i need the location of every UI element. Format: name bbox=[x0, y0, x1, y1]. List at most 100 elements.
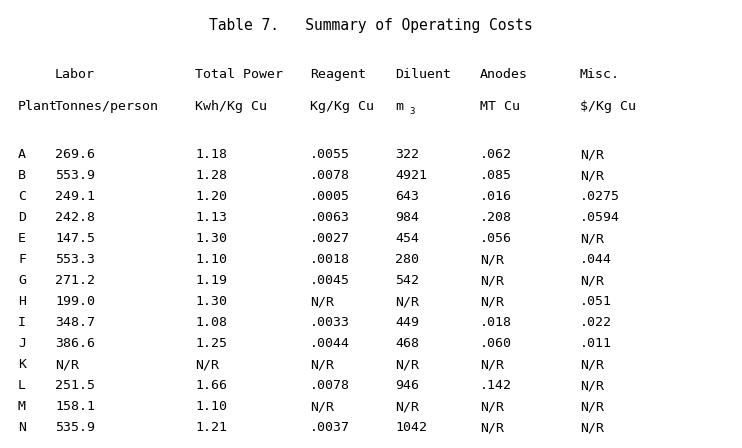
Text: Anodes: Anodes bbox=[480, 68, 528, 81]
Text: N/R: N/R bbox=[310, 358, 334, 371]
Text: E: E bbox=[18, 232, 26, 245]
Text: 1.18: 1.18 bbox=[195, 148, 227, 161]
Text: D: D bbox=[18, 211, 26, 224]
Text: 1.20: 1.20 bbox=[195, 190, 227, 203]
Text: 1.30: 1.30 bbox=[195, 295, 227, 308]
Text: 3: 3 bbox=[409, 107, 414, 116]
Text: N/R: N/R bbox=[580, 169, 604, 182]
Text: Diluent: Diluent bbox=[395, 68, 451, 81]
Text: N/R: N/R bbox=[580, 379, 604, 392]
Text: Tonnes/person: Tonnes/person bbox=[55, 100, 159, 113]
Text: .018: .018 bbox=[480, 316, 512, 329]
Text: 643: 643 bbox=[395, 190, 419, 203]
Text: m: m bbox=[395, 100, 403, 113]
Text: N/R: N/R bbox=[580, 421, 604, 434]
Text: N/R: N/R bbox=[480, 274, 504, 287]
Text: 1.30: 1.30 bbox=[195, 232, 227, 245]
Text: N/R: N/R bbox=[480, 253, 504, 266]
Text: 269.6: 269.6 bbox=[55, 148, 95, 161]
Text: .0044: .0044 bbox=[310, 337, 350, 350]
Text: M: M bbox=[18, 400, 26, 413]
Text: .0027: .0027 bbox=[310, 232, 350, 245]
Text: 535.9: 535.9 bbox=[55, 421, 95, 434]
Text: N/R: N/R bbox=[580, 148, 604, 161]
Text: .056: .056 bbox=[480, 232, 512, 245]
Text: .016: .016 bbox=[480, 190, 512, 203]
Text: 1.13: 1.13 bbox=[195, 211, 227, 224]
Text: .0078: .0078 bbox=[310, 379, 350, 392]
Text: Reagent: Reagent bbox=[310, 68, 366, 81]
Text: B: B bbox=[18, 169, 26, 182]
Text: N/R: N/R bbox=[580, 400, 604, 413]
Text: .0045: .0045 bbox=[310, 274, 350, 287]
Text: .051: .051 bbox=[580, 295, 612, 308]
Text: .142: .142 bbox=[480, 379, 512, 392]
Text: 1.10: 1.10 bbox=[195, 400, 227, 413]
Text: I: I bbox=[18, 316, 26, 329]
Text: 1.25: 1.25 bbox=[195, 337, 227, 350]
Text: MT Cu: MT Cu bbox=[480, 100, 520, 113]
Text: 454: 454 bbox=[395, 232, 419, 245]
Text: 553.9: 553.9 bbox=[55, 169, 95, 182]
Text: 1.66: 1.66 bbox=[195, 379, 227, 392]
Text: N/R: N/R bbox=[310, 400, 334, 413]
Text: .022: .022 bbox=[580, 316, 612, 329]
Text: 1.21: 1.21 bbox=[195, 421, 227, 434]
Text: .0078: .0078 bbox=[310, 169, 350, 182]
Text: H: H bbox=[18, 295, 26, 308]
Text: N/R: N/R bbox=[480, 358, 504, 371]
Text: Kg/Kg Cu: Kg/Kg Cu bbox=[310, 100, 374, 113]
Text: N/R: N/R bbox=[395, 295, 419, 308]
Text: N/R: N/R bbox=[480, 421, 504, 434]
Text: A: A bbox=[18, 148, 26, 161]
Text: 468: 468 bbox=[395, 337, 419, 350]
Text: .208: .208 bbox=[480, 211, 512, 224]
Text: L: L bbox=[18, 379, 26, 392]
Text: N/R: N/R bbox=[55, 358, 79, 371]
Text: 1.08: 1.08 bbox=[195, 316, 227, 329]
Text: .0055: .0055 bbox=[310, 148, 350, 161]
Text: Total Power: Total Power bbox=[195, 68, 283, 81]
Text: Plant: Plant bbox=[18, 100, 58, 113]
Text: N/R: N/R bbox=[580, 358, 604, 371]
Text: .060: .060 bbox=[480, 337, 512, 350]
Text: 322: 322 bbox=[395, 148, 419, 161]
Text: 449: 449 bbox=[395, 316, 419, 329]
Text: 147.5: 147.5 bbox=[55, 232, 95, 245]
Text: .0018: .0018 bbox=[310, 253, 350, 266]
Text: .0005: .0005 bbox=[310, 190, 350, 203]
Text: 946: 946 bbox=[395, 379, 419, 392]
Text: 199.0: 199.0 bbox=[55, 295, 95, 308]
Text: .062: .062 bbox=[480, 148, 512, 161]
Text: 1042: 1042 bbox=[395, 421, 427, 434]
Text: Labor: Labor bbox=[55, 68, 95, 81]
Text: 386.6: 386.6 bbox=[55, 337, 95, 350]
Text: N: N bbox=[18, 421, 26, 434]
Text: 249.1: 249.1 bbox=[55, 190, 95, 203]
Text: .0063: .0063 bbox=[310, 211, 350, 224]
Text: .0033: .0033 bbox=[310, 316, 350, 329]
Text: 242.8: 242.8 bbox=[55, 211, 95, 224]
Text: F: F bbox=[18, 253, 26, 266]
Text: Kwh/Kg Cu: Kwh/Kg Cu bbox=[195, 100, 267, 113]
Text: $/Kg Cu: $/Kg Cu bbox=[580, 100, 636, 113]
Text: .0275: .0275 bbox=[580, 190, 620, 203]
Text: N/R: N/R bbox=[395, 358, 419, 371]
Text: 1.19: 1.19 bbox=[195, 274, 227, 287]
Text: .011: .011 bbox=[580, 337, 612, 350]
Text: K: K bbox=[18, 358, 26, 371]
Text: Misc.: Misc. bbox=[580, 68, 620, 81]
Text: 1.28: 1.28 bbox=[195, 169, 227, 182]
Text: 1.10: 1.10 bbox=[195, 253, 227, 266]
Text: N/R: N/R bbox=[395, 400, 419, 413]
Text: .085: .085 bbox=[480, 169, 512, 182]
Text: .0037: .0037 bbox=[310, 421, 350, 434]
Text: 348.7: 348.7 bbox=[55, 316, 95, 329]
Text: 542: 542 bbox=[395, 274, 419, 287]
Text: 271.2: 271.2 bbox=[55, 274, 95, 287]
Text: 280: 280 bbox=[395, 253, 419, 266]
Text: G: G bbox=[18, 274, 26, 287]
Text: N/R: N/R bbox=[480, 295, 504, 308]
Text: 251.5: 251.5 bbox=[55, 379, 95, 392]
Text: J: J bbox=[18, 337, 26, 350]
